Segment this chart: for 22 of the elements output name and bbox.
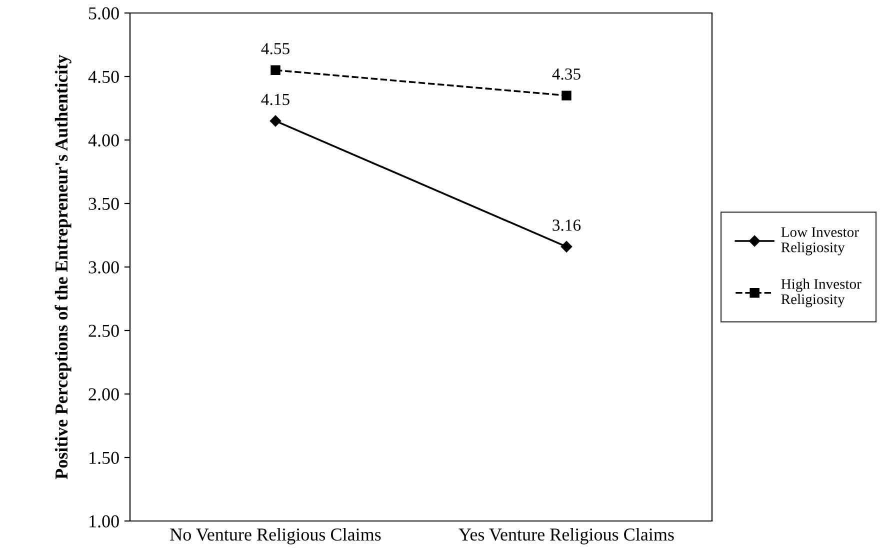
x-tick-label: Yes Venture Religious Claims: [458, 528, 674, 544]
y-axis-title: Positive Perceptions of the Entrepreneur's Authenticity: [54, 54, 72, 480]
data-label: 4.35: [552, 68, 580, 80]
data-label: 3.16: [552, 220, 581, 231]
point: [562, 90, 572, 100]
x-tick-label: No Venture Religious Claims: [170, 528, 381, 544]
data-label: 4.15: [261, 94, 290, 106]
y-tick-label: 2.00: [88, 388, 119, 401]
point: [270, 65, 280, 76]
y-tick-label: 1.00: [90, 515, 119, 528]
point: [560, 241, 572, 252]
data-label: 4.55: [261, 43, 290, 54]
y-tick-label: 4.50: [88, 70, 119, 84]
legend-label: Low Investor Religiosity: [781, 227, 859, 256]
y-tick-label: 1.50: [90, 452, 119, 464]
y-tick-label: 3.00: [88, 261, 119, 274]
legend-label: High Investor Religiosity: [781, 278, 862, 308]
y-tick-label: 4.00: [88, 134, 119, 147]
y-tick-label: 2.50: [88, 324, 119, 338]
y-tick-label: 3.50: [88, 198, 119, 210]
y-tick-label: 5.00: [89, 7, 119, 20]
point: [270, 115, 282, 127]
